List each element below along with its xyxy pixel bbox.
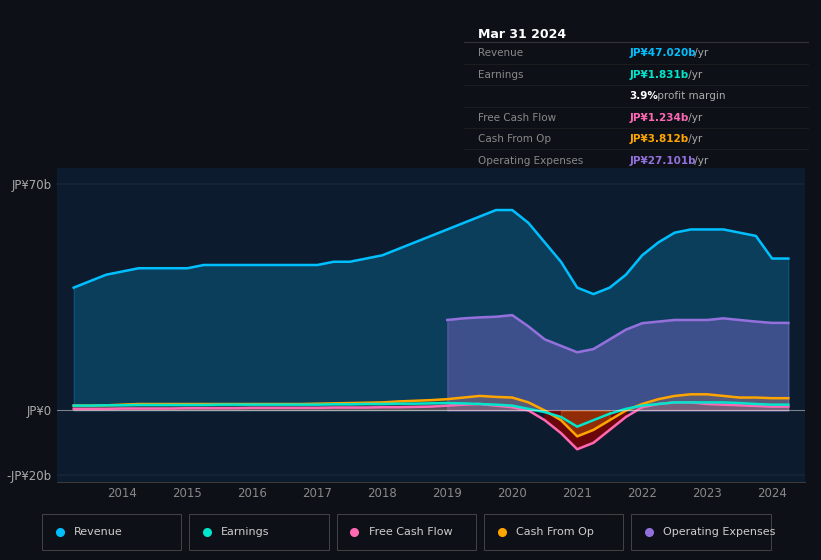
Text: /yr: /yr xyxy=(686,113,703,123)
Text: Operating Expenses: Operating Expenses xyxy=(478,156,583,166)
Text: Mar 31 2024: Mar 31 2024 xyxy=(478,28,566,41)
Text: Cash From Op: Cash From Op xyxy=(516,527,594,537)
Bar xyxy=(484,514,623,550)
Text: JP¥27.101b: JP¥27.101b xyxy=(630,156,696,166)
Text: /yr: /yr xyxy=(691,48,709,58)
Bar xyxy=(190,514,328,550)
Text: 3.9%: 3.9% xyxy=(630,91,658,101)
Text: Revenue: Revenue xyxy=(478,48,523,58)
Text: JP¥47.020b: JP¥47.020b xyxy=(630,48,696,58)
Text: /yr: /yr xyxy=(686,134,703,144)
Text: Free Cash Flow: Free Cash Flow xyxy=(369,527,452,537)
Text: Cash From Op: Cash From Op xyxy=(478,134,551,144)
Text: profit margin: profit margin xyxy=(654,91,726,101)
Text: Free Cash Flow: Free Cash Flow xyxy=(478,113,556,123)
Text: /yr: /yr xyxy=(686,70,703,80)
Bar xyxy=(337,514,476,550)
Bar xyxy=(631,514,771,550)
Text: /yr: /yr xyxy=(691,156,709,166)
Text: Revenue: Revenue xyxy=(74,527,122,537)
Text: JP¥1.234b: JP¥1.234b xyxy=(630,113,689,123)
Text: Operating Expenses: Operating Expenses xyxy=(663,527,776,537)
Text: Earnings: Earnings xyxy=(478,70,523,80)
Text: JP¥3.812b: JP¥3.812b xyxy=(630,134,689,144)
Text: Earnings: Earnings xyxy=(221,527,270,537)
Text: JP¥1.831b: JP¥1.831b xyxy=(630,70,689,80)
Bar xyxy=(42,514,181,550)
